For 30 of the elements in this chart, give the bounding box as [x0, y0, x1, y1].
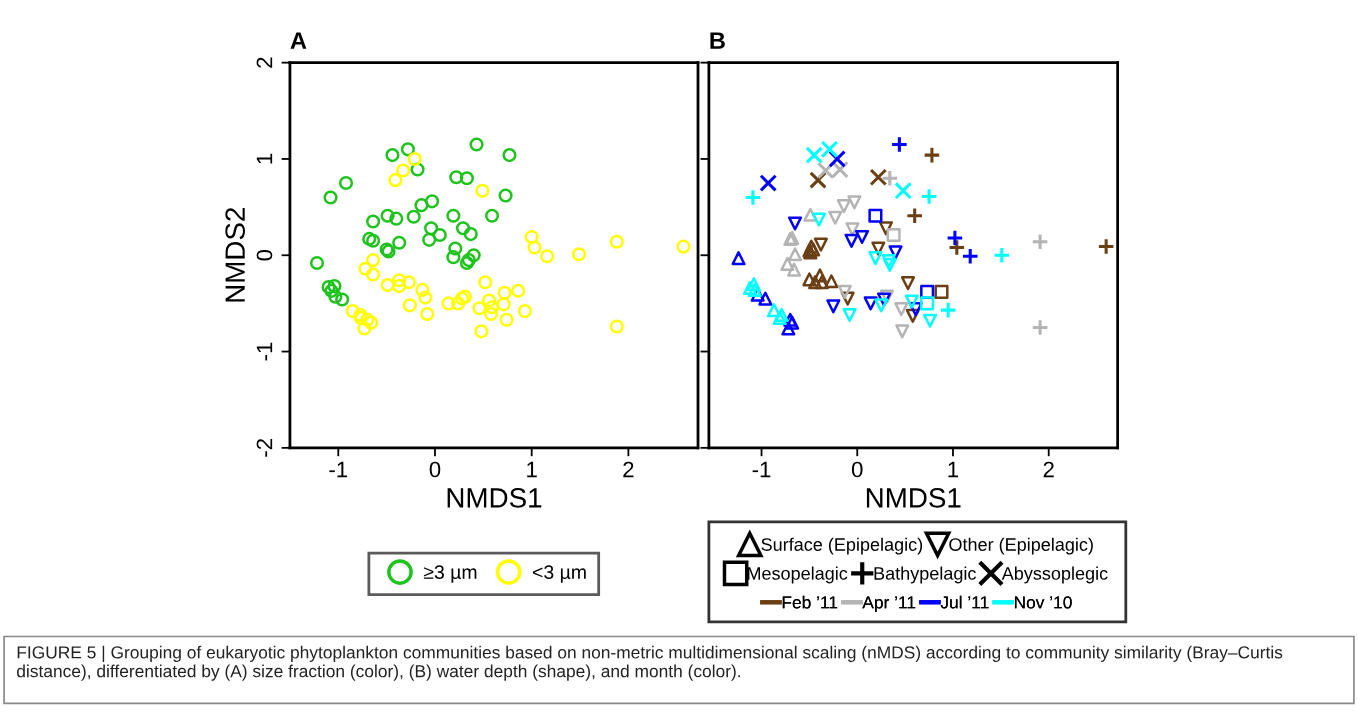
text: Bathypelagic — [874, 566, 976, 584]
text: Abyssoplegic — [1001, 566, 1108, 584]
legend-label: Feb ’11 — [782, 595, 838, 609]
x-tick-label: 1 — [527, 461, 537, 478]
x-tick-label: 2 — [623, 461, 634, 478]
legend-label: Nov ’10 — [1014, 596, 1072, 609]
y-axis-title: NMDS2 — [225, 208, 245, 302]
x-tick-label: 2 — [1043, 461, 1054, 478]
y-tick-label: -2 — [256, 439, 273, 457]
y-tick-label: -1 — [256, 342, 273, 361]
legend-label: Apr ’11 — [862, 596, 916, 612]
legend-label: ≥3 µm — [423, 565, 477, 583]
legend-label: Jul ’11 — [940, 595, 989, 609]
y-tick-label: 0 — [256, 249, 273, 261]
text: Mesopelagic — [747, 566, 848, 584]
x-tick-label: 1 — [948, 461, 959, 478]
x-tick-label: -1 — [752, 461, 771, 478]
x-tick-label: 0 — [429, 461, 441, 478]
x-axis-title: NMDS1 — [866, 488, 961, 508]
legend-label: <3 µm — [533, 565, 586, 583]
text: Surface (Epipelagic) — [761, 537, 923, 555]
x-tick-label: 0 — [851, 461, 863, 478]
y-tick-label: 1 — [256, 153, 273, 164]
text: Other (Epipelagic) — [949, 537, 1093, 555]
x-axis-title: NMDS1 — [447, 488, 542, 508]
chart-title: B — [710, 32, 725, 49]
chart-title: A — [290, 32, 307, 49]
y-tick-label: 2 — [256, 57, 273, 68]
caption: FIGURE 5 | Grouping of eukaryotic phytoplankton communities based on non-metric multidimensional scaling (nMDS) according to community similarity (Bray–Curtis distance), differentiated by (A) size fraction (color), (B) water depth (shape), and month (color). — [17, 645, 1283, 681]
x-tick-label: -1 — [329, 461, 348, 478]
